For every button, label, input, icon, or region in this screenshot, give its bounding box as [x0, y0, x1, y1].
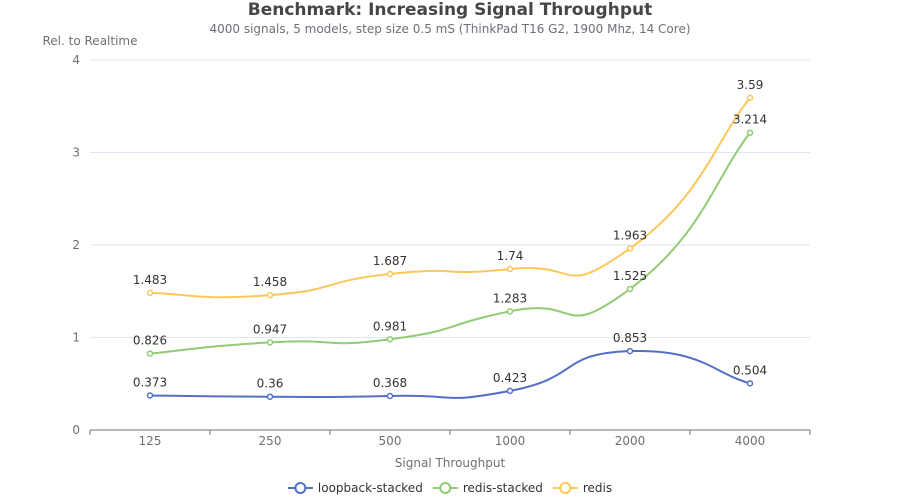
data-point-loopback-stacked[interactable]: [626, 347, 634, 355]
data-label-redis-stacked: 1.283: [493, 291, 527, 305]
legend-item-redis-stacked[interactable]: redis-stacked: [432, 481, 543, 495]
x-axis-label: Signal Throughput: [395, 456, 506, 470]
grid-layer: [90, 59, 810, 338]
legend-label-loopback-stacked: loopback-stacked: [318, 481, 423, 495]
legend-item-loopback-stacked[interactable]: loopback-stacked: [287, 481, 423, 495]
data-label-redis: 1.458: [253, 275, 287, 289]
axis-layer: 0 1 2 3 4 125 250 500 1000 2000 4000: [72, 53, 811, 448]
y-tick-label: 0: [72, 423, 80, 437]
data-point-loopback-stacked[interactable]: [746, 380, 754, 387]
data-point-loopback-stacked[interactable]: [506, 387, 514, 395]
x-tick-label: 250: [259, 434, 282, 448]
y-tick-label: 3: [72, 146, 80, 160]
data-point-redis[interactable]: [386, 270, 394, 278]
y-tick-label: 2: [72, 238, 80, 252]
x-tick-label: 4000: [735, 434, 766, 448]
data-point-redis-stacked[interactable]: [146, 350, 154, 357]
data-point-redis-stacked[interactable]: [746, 129, 754, 136]
data-label-redis-stacked: 0.826: [133, 334, 167, 348]
data-point-loopback-stacked[interactable]: [146, 392, 154, 399]
x-tick-label: 125: [139, 434, 162, 448]
data-point-loopback-stacked[interactable]: [266, 393, 274, 400]
legend-marker-redis: [559, 482, 572, 494]
data-point-redis-stacked[interactable]: [386, 336, 394, 343]
legend: loopback-stacked redis-stacked redis: [287, 481, 612, 495]
series-line-loopback-stacked: [149, 350, 751, 399]
data-label-loopback-stacked: 0.853: [613, 331, 647, 345]
data-point-redis-stacked[interactable]: [626, 285, 634, 293]
legend-item-redis[interactable]: redis: [552, 481, 612, 495]
x-tick-label: 2000: [615, 434, 646, 448]
y-tick-label: 1: [72, 331, 80, 345]
data-label-redis: 1.687: [373, 254, 407, 268]
data-point-redis[interactable]: [746, 94, 754, 102]
data-point-redis-stacked[interactable]: [266, 339, 274, 346]
legend-label-redis-stacked: redis-stacked: [463, 481, 543, 495]
series-layer: [146, 94, 754, 400]
data-label-redis-stacked: 3.214: [733, 113, 767, 127]
chart-title: Benchmark: Increasing Signal Throughput: [248, 0, 652, 20]
legend-marker-loopback-stacked: [294, 482, 307, 494]
data-point-redis[interactable]: [266, 291, 274, 299]
data-label-redis: 1.963: [613, 228, 647, 242]
data-point-redis[interactable]: [506, 265, 514, 273]
data-label-loopback-stacked: 0.368: [373, 376, 407, 390]
data-point-loopback-stacked[interactable]: [386, 392, 394, 400]
data-label-loopback-stacked: 0.423: [493, 371, 527, 385]
data-point-redis[interactable]: [146, 289, 154, 297]
legend-label-redis: redis: [583, 481, 612, 495]
data-point-redis-stacked[interactable]: [506, 308, 514, 315]
chart-subtitle: 4000 signals, 5 models, step size 0.5 mS…: [209, 22, 690, 36]
x-tick-label: 500: [379, 434, 402, 448]
data-label-redis-stacked: 0.947: [253, 322, 287, 336]
data-label-loopback-stacked: 0.504: [733, 363, 767, 377]
data-label-loopback-stacked: 0.36: [257, 377, 284, 391]
data-label-redis: 3.59: [737, 78, 764, 92]
x-tick-label: 1000: [495, 434, 526, 448]
series-line-redis-stacked: [149, 132, 751, 355]
series-line-redis: [149, 97, 751, 299]
legend-marker-redis-stacked: [439, 482, 452, 494]
data-point-redis[interactable]: [626, 245, 634, 252]
y-tick-label: 4: [72, 53, 80, 67]
data-label-loopback-stacked: 0.373: [133, 375, 167, 389]
y-axis-label: Rel. to Realtime: [43, 34, 138, 48]
data-label-redis: 1.483: [133, 273, 167, 287]
data-label-redis: 1.74: [497, 249, 524, 263]
data-label-redis-stacked: 1.525: [613, 269, 647, 283]
data-label-layer: 0.373 0.36 0.368 0.423 0.853 0.504 0.826 0.947 0…: [133, 78, 767, 391]
data-label-redis-stacked: 0.981: [373, 319, 407, 333]
